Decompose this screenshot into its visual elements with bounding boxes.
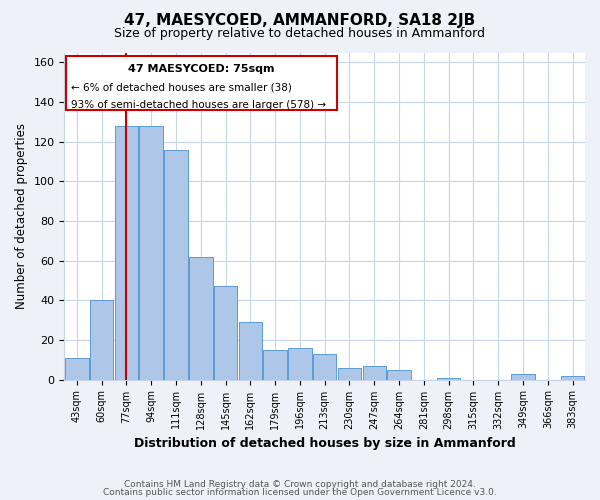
Text: 47, MAESYCOED, AMMANFORD, SA18 2JB: 47, MAESYCOED, AMMANFORD, SA18 2JB	[124, 12, 476, 28]
Text: ← 6% of detached houses are smaller (38): ← 6% of detached houses are smaller (38)	[71, 82, 292, 92]
Y-axis label: Number of detached properties: Number of detached properties	[15, 123, 28, 309]
Bar	[561, 376, 584, 380]
Text: Size of property relative to detached houses in Ammanford: Size of property relative to detached ho…	[115, 28, 485, 40]
Bar	[214, 286, 238, 380]
Bar	[288, 348, 311, 380]
Bar	[239, 322, 262, 380]
Bar	[263, 350, 287, 380]
Bar	[338, 368, 361, 380]
Bar	[313, 354, 337, 380]
Text: Contains HM Land Registry data © Crown copyright and database right 2024.: Contains HM Land Registry data © Crown c…	[124, 480, 476, 489]
Bar	[387, 370, 411, 380]
FancyBboxPatch shape	[65, 56, 337, 110]
Bar	[362, 366, 386, 380]
Bar	[115, 126, 138, 380]
X-axis label: Distribution of detached houses by size in Ammanford: Distribution of detached houses by size …	[134, 437, 515, 450]
Bar	[65, 358, 89, 380]
Bar	[164, 150, 188, 380]
Bar	[437, 378, 460, 380]
Text: 47 MAESYCOED: 75sqm: 47 MAESYCOED: 75sqm	[128, 64, 275, 74]
Bar	[139, 126, 163, 380]
Bar	[90, 300, 113, 380]
Text: Contains public sector information licensed under the Open Government Licence v3: Contains public sector information licen…	[103, 488, 497, 497]
Text: 93% of semi-detached houses are larger (578) →: 93% of semi-detached houses are larger (…	[71, 100, 326, 110]
Bar	[189, 256, 212, 380]
Bar	[511, 374, 535, 380]
